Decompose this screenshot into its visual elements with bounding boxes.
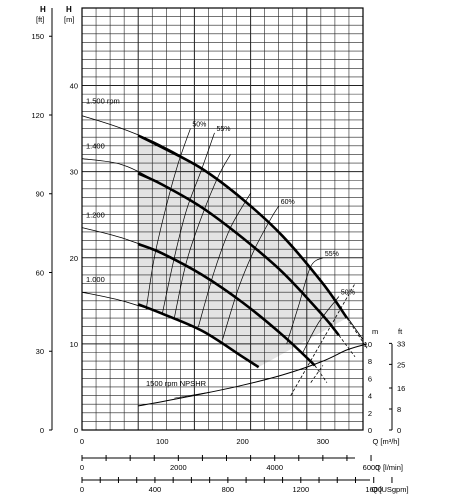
m-axis-unit: [m]	[64, 15, 74, 24]
limit-line	[310, 365, 324, 383]
head-curve-thick	[137, 134, 348, 319]
efficiency-label: 55%	[216, 126, 230, 133]
x-tick-label: 100	[156, 437, 169, 446]
m-tick-label: 30	[70, 168, 78, 177]
usgpm-tick-label: 800	[222, 485, 235, 494]
npsh-ft-axis-title: ft	[398, 327, 403, 336]
ft-tick-label: 120	[31, 111, 44, 120]
npsh-ft-tick-label: 16	[397, 384, 405, 393]
lmin-tick-label: 0	[80, 463, 84, 472]
npsh-ft-tick-label: 25	[397, 360, 405, 369]
efficiency-curve	[302, 296, 340, 353]
head-curve-label: 1.400	[86, 142, 105, 151]
npsh-ft-tick-label: 0	[397, 426, 401, 435]
m-tick-label: 10	[70, 340, 78, 349]
efficiency-curve	[222, 205, 279, 340]
x-tick-label: 200	[236, 437, 249, 446]
usgpm-tick-label: 1200	[292, 485, 309, 494]
npsh-m-tick-label: 8	[368, 357, 372, 366]
usgpm-tick-label: 1600	[365, 485, 382, 494]
head-curve-label: 1.200	[86, 211, 105, 220]
efficiency-curve	[286, 257, 324, 345]
efficiency-curve	[145, 128, 191, 310]
operating-region	[138, 135, 347, 368]
grid	[81, 7, 364, 431]
lmin-tick-label: 2000	[170, 463, 187, 472]
npsh-m-tick-label: 6	[368, 374, 372, 383]
ft-tick-label: 150	[31, 32, 44, 41]
ft-tick-label: 30	[36, 347, 44, 356]
lmin-tick-label: 4000	[266, 463, 283, 472]
ft-axis-title: H	[40, 5, 46, 14]
head-curve-label: 1.000	[86, 275, 105, 284]
head-curve-label: 1.500 rpm	[86, 97, 120, 106]
ft-tick-label: 0	[40, 426, 44, 435]
ft-tick-label: 90	[36, 190, 44, 199]
x-tick-label: 0	[80, 437, 84, 446]
limit-line	[290, 283, 356, 396]
m-axis-title: H	[66, 5, 72, 14]
plot-frame	[81, 7, 364, 431]
npsh-m-tick-label: 4	[368, 392, 372, 401]
npsh-curve-label: 1500 rpm NPSHR	[146, 379, 207, 388]
head-curve-tail	[338, 335, 356, 358]
x-axis-title: Q [m³/h]	[372, 437, 399, 446]
npsh-m-tick-label: 0	[368, 426, 372, 435]
head-curve-thick	[137, 303, 260, 369]
m-tick-label: 0	[74, 426, 78, 435]
efficiency-label: 60%	[281, 199, 295, 206]
efficiency-curve	[173, 154, 231, 319]
npsh-m-tick-label: 10	[364, 340, 372, 349]
ft-tick-label: 60	[36, 268, 44, 277]
m-tick-label: 20	[70, 254, 78, 263]
head-curve-thick	[137, 172, 340, 337]
usgpm-axis-title: Q [USgpm]	[371, 485, 408, 494]
usgpm-tick-label: 0	[80, 485, 84, 494]
m-tick-label: 40	[70, 82, 78, 91]
x-tick-label: 300	[317, 437, 330, 446]
lmin-tick-label: 6000	[363, 463, 380, 472]
npsh-ft-tick-label: 8	[397, 405, 401, 414]
head-curve-tail	[314, 365, 328, 383]
ft-axis-unit: [ft]	[36, 15, 44, 24]
npsh-ft-tick-label: 33	[397, 339, 405, 348]
efficiency-label: 55%	[325, 251, 339, 258]
efficiency-label: 50%	[341, 290, 355, 297]
head-curve-thick	[137, 242, 316, 367]
efficiency-label: 50%	[192, 122, 206, 129]
head-curve-tail	[346, 317, 368, 349]
npsh-curve	[138, 343, 368, 407]
efficiency-curve	[198, 193, 251, 327]
efficiency-curve	[161, 132, 215, 314]
npsh-label-leader	[174, 391, 211, 399]
usgpm-tick-label: 400	[149, 485, 162, 494]
npsh-m-axis-title: m	[372, 327, 378, 336]
npsh-m-tick-label: 2	[368, 409, 372, 418]
lmin-axis-title: Q [l/min]	[375, 463, 403, 472]
